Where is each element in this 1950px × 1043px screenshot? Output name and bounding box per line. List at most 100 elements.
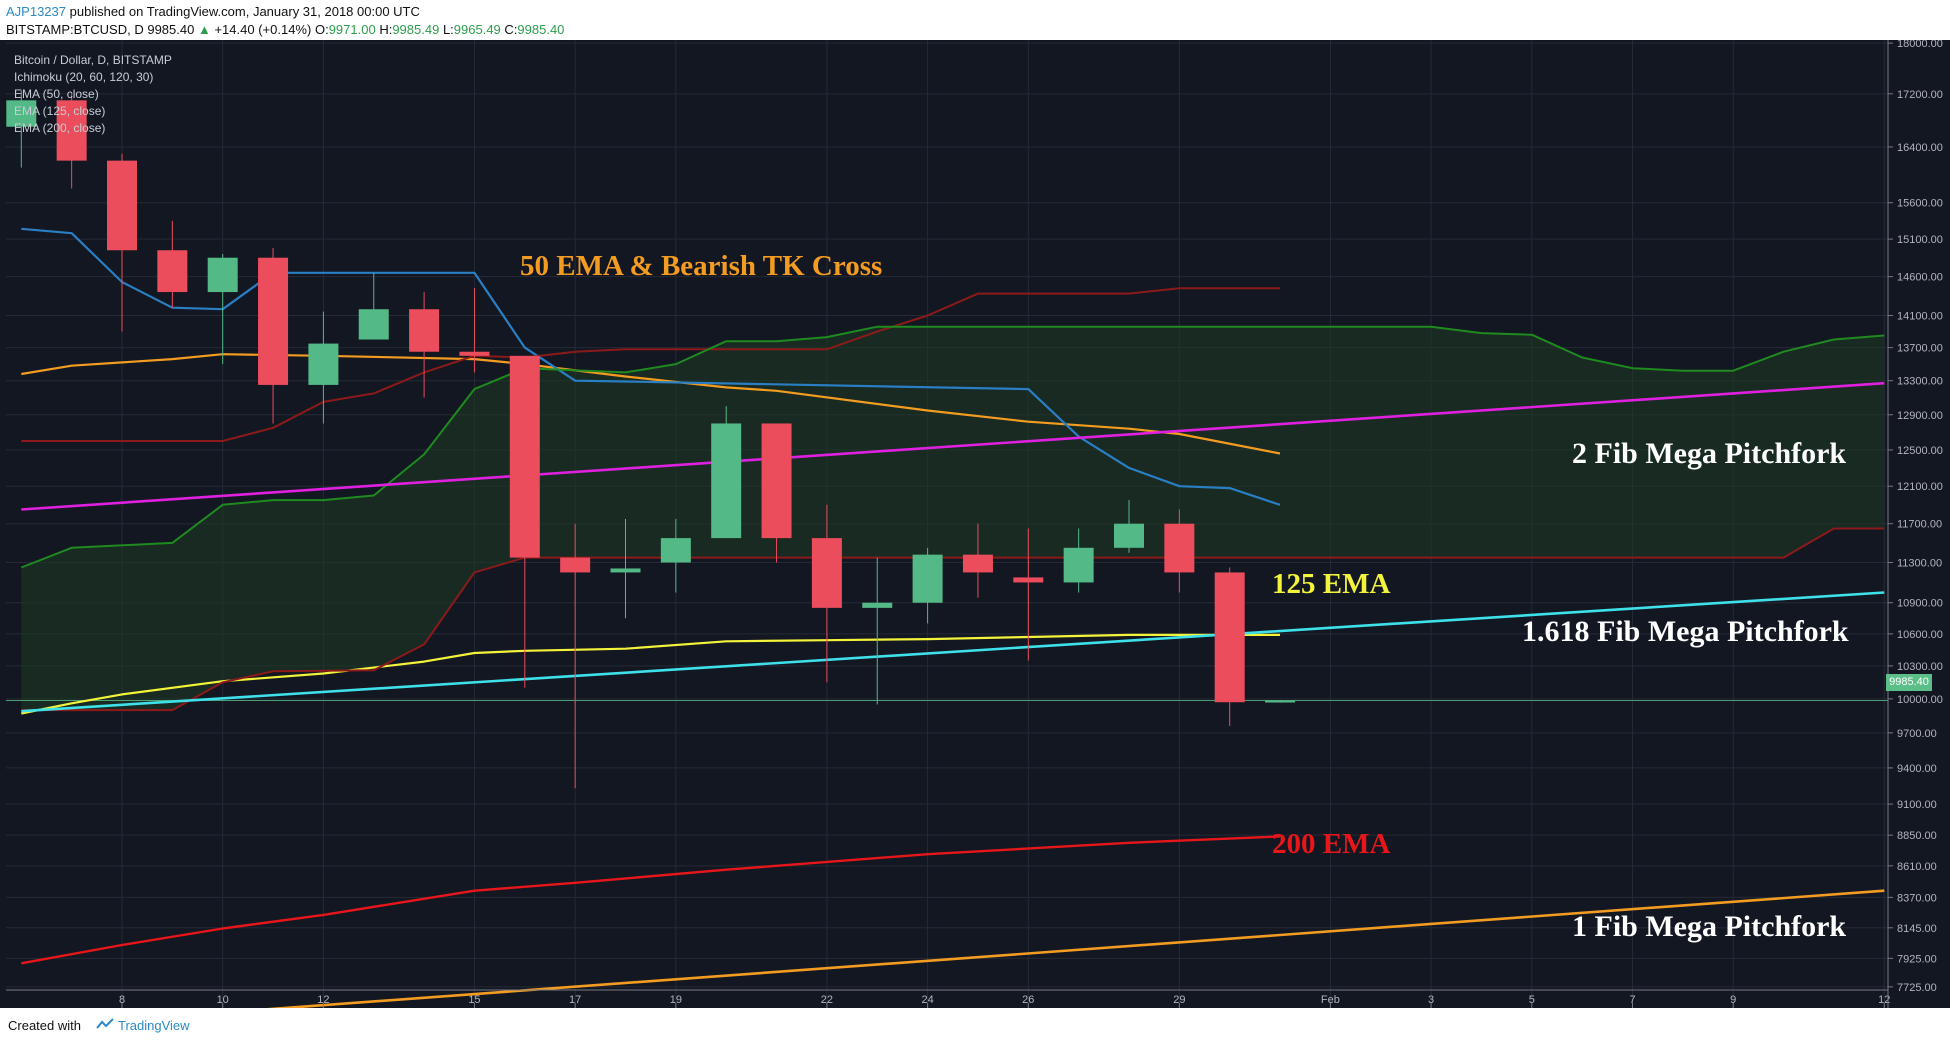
y-tick-label: 12500.00 bbox=[1897, 445, 1943, 457]
x-tick-label: 15 bbox=[468, 994, 480, 1006]
annotation-2-fib-pitchfork: 2 Fib Mega Pitchfork bbox=[1572, 437, 1847, 470]
y-tick-label: 17200.00 bbox=[1897, 89, 1943, 101]
price-change: +14.40 (+0.14%) bbox=[214, 22, 312, 37]
y-tick-label: 7925.00 bbox=[1897, 953, 1937, 965]
candle-body bbox=[1114, 523, 1144, 548]
x-tick-label: 24 bbox=[921, 994, 933, 1006]
candle-body bbox=[660, 538, 691, 563]
candle-body bbox=[610, 568, 641, 573]
x-tick-label: 5 bbox=[1529, 994, 1535, 1006]
created-with-label: Created with bbox=[8, 1018, 81, 1033]
price-chart[interactable]: 18000.00 17200.00 16400.00 15600.00 15100.00… bbox=[0, 40, 1950, 1008]
candle-body bbox=[811, 538, 842, 608]
x-tick-label: Feb bbox=[1321, 994, 1340, 1006]
span-a-line bbox=[20, 325, 1885, 569]
annotation-1-fib-pitchfork: 1 Fib Mega Pitchfork bbox=[1572, 910, 1847, 943]
candle-body bbox=[912, 554, 943, 603]
y-tick-label: 10600.00 bbox=[1897, 629, 1943, 641]
legend-title[interactable]: Bitcoin / Dollar, D, BITSTAMP bbox=[14, 53, 172, 67]
tradingview-link[interactable]: TradingView bbox=[118, 1018, 190, 1033]
y-tick-label: 12100.00 bbox=[1897, 481, 1943, 493]
y-tick-label: 12900.00 bbox=[1897, 410, 1943, 422]
open-value: 9971.00 bbox=[328, 22, 376, 37]
tradingview-logo-icon bbox=[96, 1018, 114, 1033]
y-tick-label: 18000.00 bbox=[1897, 40, 1943, 50]
open-label: O: bbox=[314, 22, 329, 37]
y-tick-label: 10000.00 bbox=[1897, 694, 1943, 706]
candle-body bbox=[258, 257, 289, 385]
author-link[interactable]: AJP13237 bbox=[6, 4, 66, 19]
y-tick-label: 16400.00 bbox=[1897, 142, 1943, 154]
y-tick-label: 10300.00 bbox=[1897, 661, 1943, 673]
candle-body bbox=[761, 423, 792, 539]
candle-body bbox=[1214, 572, 1245, 703]
x-tick-label: 8 bbox=[119, 994, 125, 1006]
last-price: 9985.40 bbox=[147, 22, 195, 37]
close-value: 9985.40 bbox=[517, 22, 565, 37]
kijun-line bbox=[21, 287, 1280, 442]
y-tick-label: 9100.00 bbox=[1897, 799, 1937, 811]
candles bbox=[6, 90, 1296, 789]
y-tick-label: 8370.00 bbox=[1897, 892, 1937, 904]
close-label: C: bbox=[504, 22, 518, 37]
legend-ichimoku[interactable]: Ichimoku (20, 60, 120, 30) bbox=[14, 70, 154, 84]
high-label: H: bbox=[379, 22, 393, 37]
candle-body bbox=[459, 351, 490, 356]
candle-body bbox=[207, 257, 238, 293]
publish-line: AJP13237 published on TradingView.com, J… bbox=[6, 4, 420, 19]
low-value: 9965.49 bbox=[453, 22, 501, 37]
y-tick-label: 13300.00 bbox=[1897, 376, 1943, 388]
y-tick-label: 9700.00 bbox=[1897, 728, 1937, 740]
y-tick-label: 15600.00 bbox=[1897, 198, 1943, 210]
y-tick-label: 9400.00 bbox=[1897, 763, 1937, 775]
footer: Created with TradingView bbox=[0, 1008, 1950, 1043]
candle-body bbox=[962, 554, 993, 573]
annotation-1618-fib-pitchfork: 1.618 Fib Mega Pitchfork bbox=[1522, 615, 1849, 648]
candle-body bbox=[1063, 547, 1094, 583]
publish-info: published on TradingView.com, January 31… bbox=[69, 4, 420, 19]
high-value: 9985.49 bbox=[392, 22, 440, 37]
x-tick-label: 7 bbox=[1629, 994, 1635, 1006]
annotation-200ema: 200 EMA bbox=[1272, 828, 1391, 860]
candle-body bbox=[1013, 577, 1044, 583]
x-tick-label: 17 bbox=[569, 994, 581, 1006]
symbol-line: BITSTAMP:BTCUSD, D 9985.40 ▲ +14.40 (+0.… bbox=[6, 22, 564, 37]
axes: 18000.00 17200.00 16400.00 15600.00 15100.00… bbox=[6, 40, 1943, 1008]
y-tick-label: 11700.00 bbox=[1897, 519, 1942, 531]
pitchfork-1618-line bbox=[21, 591, 1885, 713]
x-tick-label: 29 bbox=[1173, 994, 1185, 1006]
candle-body bbox=[509, 355, 540, 558]
x-tick-label: 19 bbox=[670, 994, 682, 1006]
x-tick-label: 10 bbox=[217, 994, 229, 1006]
candle-body bbox=[560, 557, 591, 573]
legend-ema125[interactable]: EMA (125, close) bbox=[14, 104, 106, 118]
candle-body bbox=[308, 343, 339, 385]
ichimoku-cloud bbox=[21, 326, 1885, 711]
x-tick-label: 12 bbox=[1878, 994, 1890, 1006]
ema200-line bbox=[21, 835, 1281, 965]
x-tick-label: 12 bbox=[317, 994, 329, 1006]
header: AJP13237 published on TradingView.com, J… bbox=[0, 0, 1950, 40]
x-tick-label: 9 bbox=[1730, 994, 1736, 1006]
pitchfork-2-line bbox=[21, 381, 1885, 511]
x-tick-label: 22 bbox=[821, 994, 833, 1006]
symbol-label: BITSTAMP:BTCUSD, D bbox=[6, 22, 144, 37]
y-tick-label: 7725.00 bbox=[1897, 982, 1937, 994]
legend-ema200[interactable]: EMA (200, close) bbox=[14, 121, 106, 135]
x-tick-label: 3 bbox=[1428, 994, 1434, 1006]
pitchfork-1-line bbox=[266, 889, 1885, 1008]
candle-body bbox=[711, 423, 742, 539]
y-tick-label: 14600.00 bbox=[1897, 272, 1943, 284]
y-tick-label: 8850.00 bbox=[1897, 830, 1937, 842]
y-tick-label: 13700.00 bbox=[1897, 343, 1943, 355]
tenkan-line bbox=[21, 227, 1281, 506]
annotation-50ema-tk-cross: 50 EMA & Bearish TK Cross bbox=[520, 250, 883, 282]
candle-body bbox=[107, 160, 137, 251]
candle-body bbox=[6, 100, 37, 127]
legend-ema50[interactable]: EMA (50, close) bbox=[14, 87, 99, 101]
span-b-line bbox=[21, 527, 1885, 712]
candle-body bbox=[157, 250, 188, 293]
candle-body bbox=[409, 309, 440, 352]
y-tick-label: 14100.00 bbox=[1897, 311, 1943, 323]
candle-body bbox=[56, 100, 87, 161]
